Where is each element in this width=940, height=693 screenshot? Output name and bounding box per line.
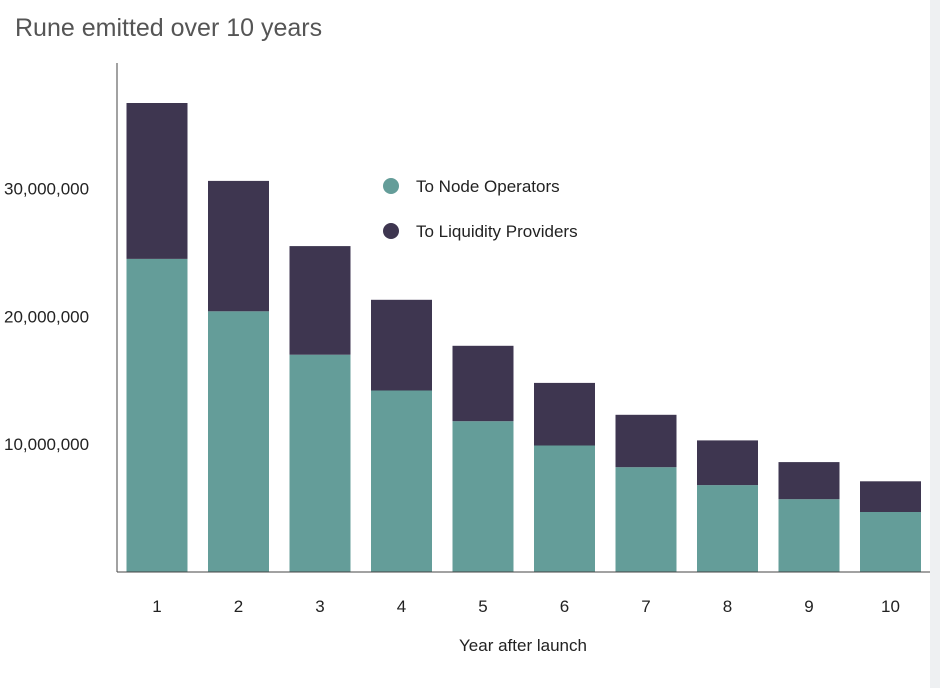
legend-marker — [383, 223, 399, 239]
bar-liquidity-providers-9 — [778, 462, 840, 500]
chart-title: Rune emitted over 10 years — [15, 14, 322, 42]
legend-marker — [383, 178, 399, 194]
bar-liquidity-providers-10 — [860, 481, 921, 512]
bar-node-operators-4 — [371, 390, 432, 572]
x-tick-label: 7 — [641, 597, 650, 616]
y-tick-label: 30,000,000 — [4, 180, 89, 199]
bar-liquidity-providers-8 — [697, 440, 758, 486]
bar-liquidity-providers-6 — [534, 382, 595, 446]
bar-node-operators-6 — [534, 445, 595, 572]
bar-liquidity-providers-5 — [452, 345, 514, 422]
x-tick-label: 8 — [723, 597, 732, 616]
bar-liquidity-providers-7 — [615, 414, 677, 468]
window-edge — [930, 0, 940, 688]
x-tick-label: 1 — [152, 597, 161, 616]
bar-liquidity-providers-1 — [126, 103, 188, 259]
x-axis-label: Year after launch — [459, 636, 587, 655]
x-tick-label: 2 — [234, 597, 243, 616]
bar-liquidity-providers-4 — [371, 299, 432, 391]
y-tick-labels: 10,000,000 20,000,000 30,000,000 — [4, 180, 89, 455]
legend: To Node Operators To Liquidity Providers — [383, 177, 578, 241]
x-tick-label: 6 — [560, 597, 569, 616]
bar-node-operators-8 — [697, 485, 758, 572]
y-tick-label: 20,000,000 — [4, 307, 89, 326]
x-tick-label: 9 — [804, 597, 813, 616]
bar-node-operators-10 — [860, 511, 921, 572]
bar-node-operators-7 — [615, 467, 677, 572]
bar-liquidity-providers-2 — [208, 180, 269, 312]
bars-group — [126, 103, 921, 572]
x-tick-label: 5 — [478, 597, 487, 616]
bar-node-operators-2 — [208, 311, 269, 572]
y-tick-label: 10,000,000 — [4, 435, 89, 454]
x-tick-label: 3 — [315, 597, 324, 616]
bar-node-operators-5 — [452, 421, 514, 572]
bar-liquidity-providers-3 — [289, 246, 351, 355]
x-tick-label: 10 — [881, 597, 900, 616]
x-tick-labels: 1 2 3 4 5 6 7 8 9 10 — [152, 597, 900, 616]
legend-label: To Node Operators — [416, 177, 560, 196]
bar-node-operators-3 — [289, 354, 351, 572]
bar-node-operators-1 — [126, 258, 188, 572]
bar-node-operators-9 — [778, 499, 840, 572]
legend-label: To Liquidity Providers — [416, 222, 578, 241]
x-tick-label: 4 — [397, 597, 406, 616]
